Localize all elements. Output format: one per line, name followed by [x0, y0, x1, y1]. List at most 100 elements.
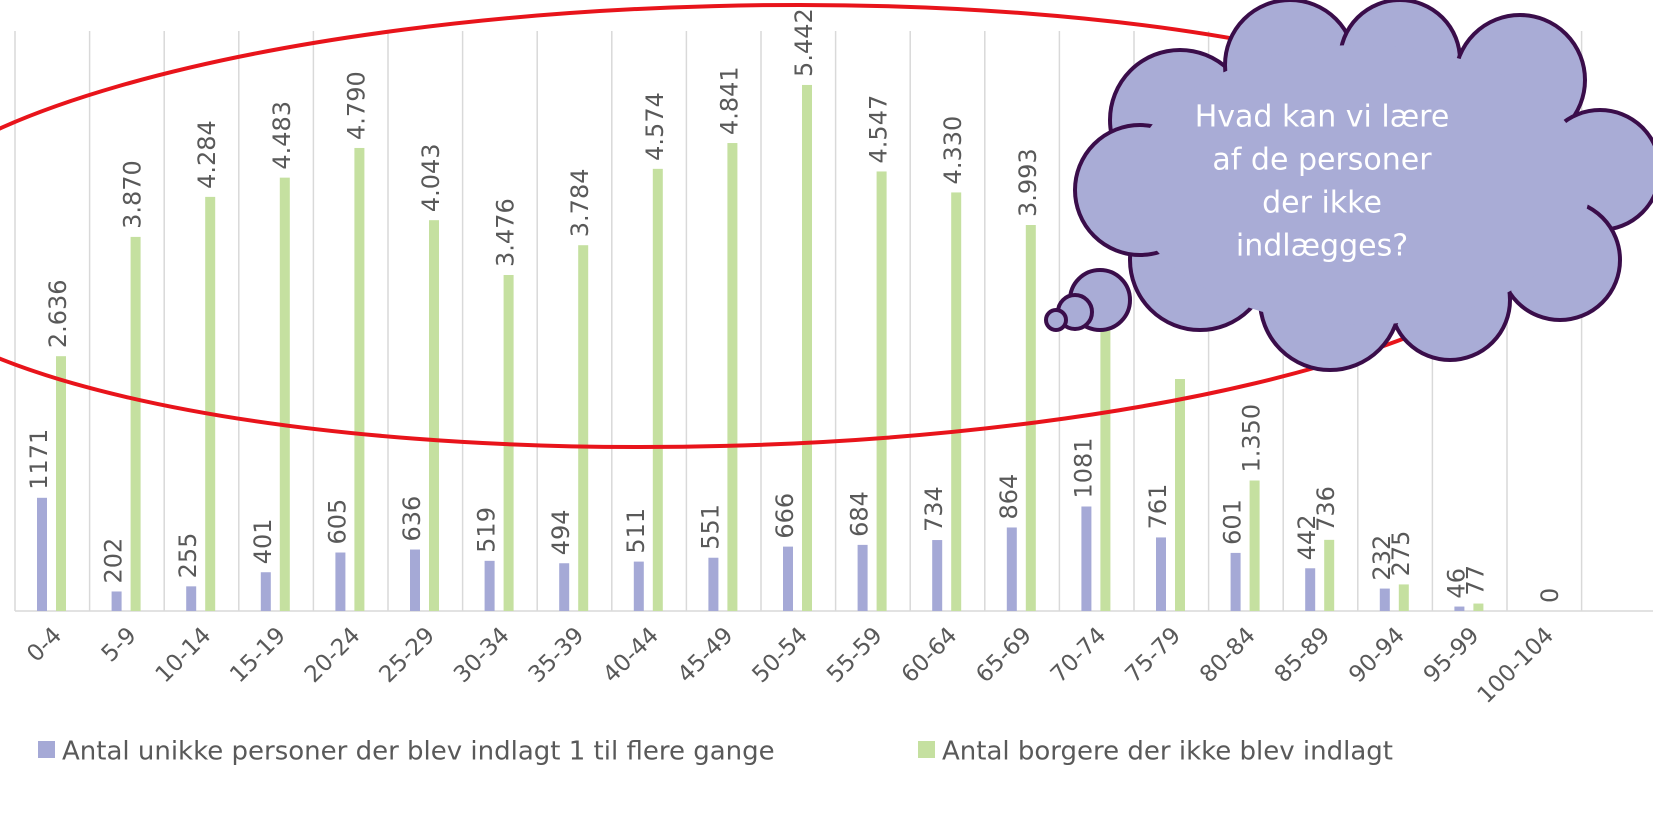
bar [429, 220, 439, 611]
bar [1081, 507, 1091, 611]
bar [858, 545, 868, 611]
bar [1454, 607, 1464, 611]
value-label: 4.574 [641, 92, 669, 161]
x-tick-label: 20-24 [300, 622, 366, 688]
value-label: 666 [771, 493, 799, 539]
value-label: 551 [696, 504, 724, 550]
bar [1175, 379, 1185, 611]
value-label: 511 [622, 508, 650, 554]
value-label: 0 [1536, 588, 1564, 603]
bar [1156, 537, 1166, 611]
value-label: 1081 [1069, 437, 1097, 498]
value-label: 77 [1461, 565, 1489, 596]
x-tick-label: 25-29 [374, 622, 440, 688]
bar [802, 85, 812, 611]
bar [1324, 540, 1334, 611]
bar [1380, 589, 1390, 611]
bar [1250, 481, 1260, 612]
x-tick-label: 30-34 [449, 622, 515, 688]
x-tick-label: 5-9 [97, 622, 142, 667]
bar [205, 197, 215, 611]
bar [131, 237, 141, 611]
value-label: 3.993 [1014, 148, 1042, 217]
bar [653, 169, 663, 611]
bar [1026, 225, 1036, 611]
value-label: 519 [473, 507, 501, 553]
bar [783, 547, 793, 611]
value-label: 605 [323, 499, 351, 545]
value-label: 1171 [25, 429, 53, 490]
bar [485, 561, 495, 611]
value-label: 1.350 [1238, 404, 1266, 473]
value-label: 275 [1387, 531, 1415, 577]
bar [112, 591, 122, 611]
value-label: 734 [920, 486, 948, 532]
x-tick-label: 15-19 [225, 622, 291, 688]
bar [37, 498, 47, 611]
value-label: 4.483 [268, 101, 296, 170]
bar [186, 586, 196, 611]
value-label: 4.547 [865, 95, 893, 164]
value-label: 494 [547, 509, 575, 555]
x-tick-label: 70-74 [1046, 622, 1112, 688]
x-tick-label: 65-69 [971, 622, 1037, 688]
bar [410, 550, 420, 611]
x-tick-label: 60-64 [897, 622, 963, 688]
x-tick-label: 55-59 [822, 622, 888, 688]
x-tick-label: 45-49 [673, 622, 739, 688]
value-label: 864 [995, 474, 1023, 520]
x-tick-label: 50-54 [747, 622, 813, 688]
value-label: 3.784 [566, 168, 594, 237]
cloud-annotation: indlægges? [1236, 229, 1408, 264]
value-label: 4.284 [193, 120, 221, 189]
x-tick-label: 75-79 [1120, 622, 1186, 688]
value-label: 4.790 [342, 71, 370, 140]
value-label: 4.043 [417, 143, 445, 212]
bar [280, 178, 290, 611]
bar [559, 563, 569, 611]
value-label: 2.636 [44, 279, 72, 348]
legend-label: Antal borgere der ikke blev indlagt [942, 737, 1393, 767]
bar [261, 572, 271, 611]
bar [56, 356, 66, 611]
value-label: 684 [846, 491, 874, 537]
x-tick-label: 80-84 [1195, 622, 1261, 688]
bar [1473, 604, 1483, 611]
value-label: 3.476 [492, 198, 520, 267]
page: {"chart_data": {"type": "bar", "categori… [0, 0, 1653, 810]
cloud-annotation: af de personer [1212, 143, 1432, 178]
value-label: 5.442 [790, 8, 818, 77]
value-label: 761 [1144, 484, 1172, 530]
value-label: 4.330 [939, 116, 967, 185]
chart: 0-411712.6365-92023.87010-142554.28415-1… [0, 0, 1653, 810]
x-tick-label: 0-4 [22, 622, 67, 667]
bar [1007, 527, 1017, 611]
bar [708, 558, 718, 611]
legend-swatch [918, 741, 935, 758]
x-tick-label: 100-104 [1473, 622, 1559, 708]
cloud-annotation: der ikke [1262, 186, 1382, 221]
bar [1100, 331, 1110, 611]
value-label: 636 [398, 496, 426, 542]
legend-label: Antal unikke personer der blev indlagt 1… [62, 737, 775, 767]
x-tick-label: 10-14 [151, 622, 217, 688]
bar [335, 553, 345, 611]
x-tick-label: 35-39 [524, 622, 590, 688]
x-tick-label: 40-44 [598, 622, 664, 688]
value-label: 255 [174, 533, 202, 579]
x-tick-label: 95-99 [1419, 622, 1485, 688]
value-label: 601 [1219, 499, 1247, 545]
value-label: 401 [249, 518, 277, 564]
value-label: 202 [100, 538, 128, 584]
x-tick-label: 90-94 [1344, 622, 1410, 688]
bar [634, 562, 644, 611]
bar [354, 148, 364, 611]
x-tick-label: 85-89 [1270, 622, 1336, 688]
cloud-annotation: Hvad kan vi lære [1195, 100, 1450, 135]
legend-swatch [38, 741, 55, 758]
bar [932, 540, 942, 611]
bar [1305, 568, 1315, 611]
bar [877, 171, 887, 611]
value-label: 4.841 [715, 66, 743, 135]
bar [1399, 584, 1409, 611]
